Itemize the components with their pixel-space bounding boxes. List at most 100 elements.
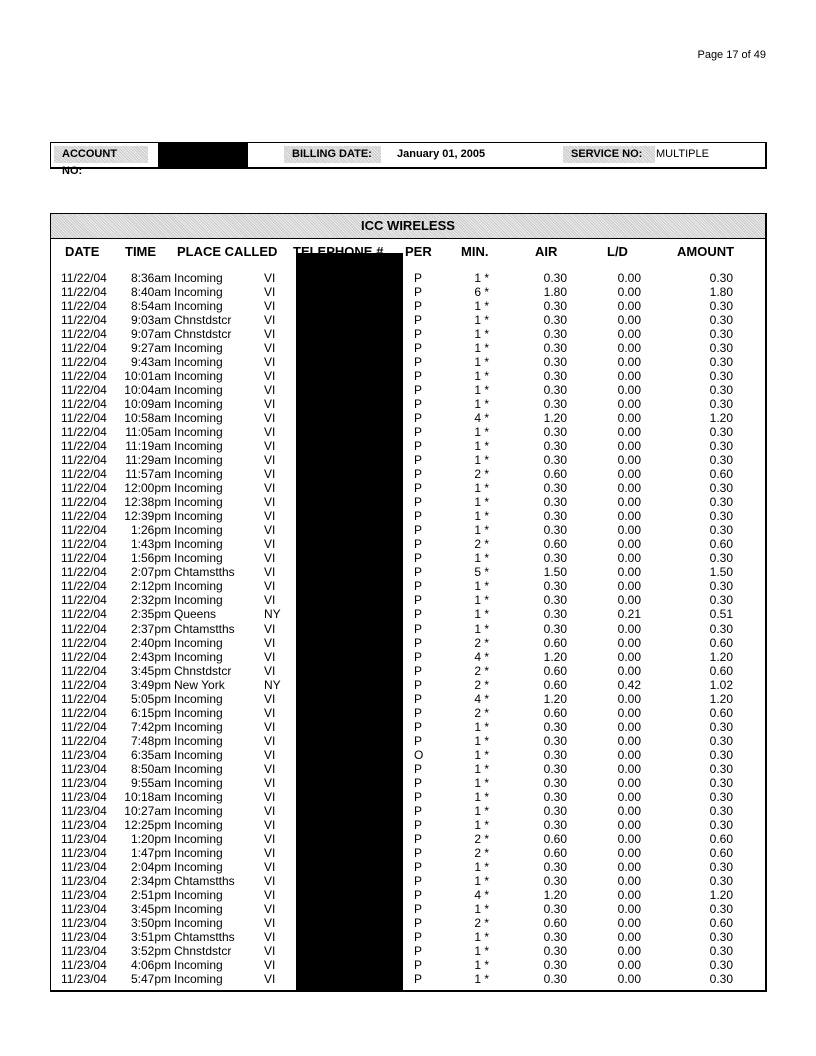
page-number: Page 17 of 49 — [697, 49, 766, 61]
cell-min: 4 * — [474, 691, 489, 706]
cell-amount: 1.20 — [709, 887, 733, 902]
cell-min: 1 * — [474, 397, 489, 412]
cell-min: 1 * — [474, 551, 489, 566]
cell-state: VI — [264, 509, 276, 524]
cell-min: 1 * — [474, 719, 489, 734]
table-row: 11/23/04 12:25pm Incoming VI P 1 * 0.30 0.00 0.3… — [51, 818, 765, 832]
cell-time: 9:07am — [130, 327, 171, 342]
cell-min: 4 * — [474, 649, 489, 664]
cell-time: 2:04pm — [130, 859, 171, 874]
cell-min: 5 * — [474, 565, 489, 580]
cell-state: VI — [264, 649, 276, 664]
cell-date: 11/22/04 — [61, 383, 107, 398]
table-row: 11/22/04 10:01am Incoming VI P 1 * 0.30 0.00 0.3… — [51, 369, 765, 383]
cell-amount: 0.30 — [709, 719, 733, 734]
cell-air: 0.30 — [543, 761, 567, 776]
cell-min: 1 * — [474, 341, 489, 356]
cell-place: Incoming — [174, 747, 223, 762]
cell-air: 0.30 — [543, 439, 567, 454]
cell-state: VI — [264, 859, 276, 874]
cell-date: 11/23/04 — [61, 803, 107, 818]
cell-time: 9:03am — [130, 313, 171, 328]
cell-place: Chtamstths — [174, 621, 235, 636]
cell-date: 11/23/04 — [61, 859, 107, 874]
cell-time: 2:35pm — [130, 607, 171, 622]
table-row: 11/22/04 2:35pm Queens NY P 1 * 0.30 0.21 0.51 — [51, 607, 765, 621]
cell-place: Incoming — [174, 972, 223, 986]
cell-per: P — [414, 341, 423, 356]
cell-state: VI — [264, 453, 276, 468]
cell-state: VI — [264, 663, 276, 678]
cell-amount: 0.30 — [709, 803, 733, 818]
table-row: 11/22/04 12:39pm Incoming VI P 1 * 0.30 0.00 0.3… — [51, 509, 765, 523]
cell-air: 1.20 — [543, 887, 567, 902]
cell-min: 2 * — [474, 915, 489, 930]
table-row: 11/23/04 4:06pm Incoming VI P 1 * 0.30 0.00 0.30 — [51, 958, 765, 972]
cell-air: 1.20 — [543, 649, 567, 664]
table-row: 11/22/04 1:43pm Incoming VI P 2 * 0.60 0.00 0.60 — [51, 537, 765, 551]
cell-min: 1 * — [474, 775, 489, 790]
cell-air: 0.30 — [543, 733, 567, 748]
cell-amount: 1.20 — [709, 649, 733, 664]
cell-ld: 0.00 — [617, 775, 641, 790]
cell-per: P — [414, 425, 423, 440]
table-row: 11/22/04 1:56pm Incoming VI P 1 * 0.30 0.00 0.30 — [51, 551, 765, 565]
cell-min: 1 * — [474, 859, 489, 874]
cell-state: VI — [264, 733, 276, 748]
cell-time: 1:56pm — [130, 551, 171, 566]
cell-date: 11/22/04 — [61, 425, 107, 440]
cell-per: P — [414, 369, 423, 384]
cell-state: VI — [264, 271, 276, 285]
cell-state: VI — [264, 803, 276, 818]
cell-air: 0.60 — [543, 635, 567, 650]
cell-date: 11/23/04 — [61, 929, 107, 944]
cell-amount: 0.60 — [709, 831, 733, 846]
cell-per: P — [414, 761, 423, 776]
cell-per: P — [414, 327, 423, 342]
cell-per: P — [414, 943, 423, 958]
cell-amount: 0.30 — [709, 775, 733, 790]
cell-amount: 0.30 — [709, 341, 733, 356]
cell-place: Incoming — [174, 551, 223, 566]
cell-state: VI — [264, 341, 276, 356]
table-row: 11/22/04 5:05pm Incoming VI P 4 * 1.20 0.00 1.20 — [51, 692, 765, 706]
cell-min: 2 * — [474, 677, 489, 692]
cell-place: Chnstdstcr — [174, 327, 232, 342]
cell-place: Incoming — [174, 761, 223, 776]
cell-per: P — [414, 509, 423, 524]
cell-per: P — [414, 453, 423, 468]
cell-state: VI — [264, 705, 276, 720]
cell-date: 11/23/04 — [61, 789, 107, 804]
cell-ld: 0.00 — [617, 621, 641, 636]
cell-air: 0.60 — [543, 467, 567, 482]
cell-ld: 0.00 — [617, 972, 641, 986]
cell-per: P — [414, 733, 423, 748]
cell-per: P — [414, 929, 423, 944]
cell-date: 11/22/04 — [61, 691, 107, 706]
cell-amount: 0.30 — [709, 523, 733, 538]
table-row: 11/22/04 2:32pm Incoming VI P 1 * 0.30 0.00 0.30 — [51, 593, 765, 607]
cell-ld: 0.00 — [617, 887, 641, 902]
cell-per: P — [414, 649, 423, 664]
cell-time: 11:05am — [125, 425, 171, 440]
cell-ld: 0.00 — [617, 341, 641, 356]
cell-amount: 1.20 — [709, 691, 733, 706]
cell-min: 1 * — [474, 425, 489, 440]
cell-air: 0.30 — [543, 803, 567, 818]
cell-amount: 0.30 — [709, 425, 733, 440]
cell-air: 0.30 — [543, 509, 567, 524]
cell-min: 1 * — [474, 817, 489, 832]
table-row: 11/22/04 10:58am Incoming VI P 4 * 1.20 0.00 1.2… — [51, 411, 765, 425]
cell-air: 1.20 — [543, 411, 567, 426]
cell-min: 4 * — [474, 411, 489, 426]
col-time: TIME — [125, 244, 157, 259]
cell-place: Incoming — [174, 719, 223, 734]
cell-per: P — [414, 313, 423, 328]
cell-date: 11/22/04 — [61, 551, 107, 566]
table-title: ICC WIRELESS — [51, 214, 765, 239]
cell-time: 12:39pm — [124, 509, 171, 524]
cell-date: 11/23/04 — [61, 831, 107, 846]
cell-air: 0.30 — [543, 551, 567, 566]
table-row: 11/22/04 6:15pm Incoming VI P 2 * 0.60 0.00 0.60 — [51, 706, 765, 720]
cell-date: 11/22/04 — [61, 733, 107, 748]
